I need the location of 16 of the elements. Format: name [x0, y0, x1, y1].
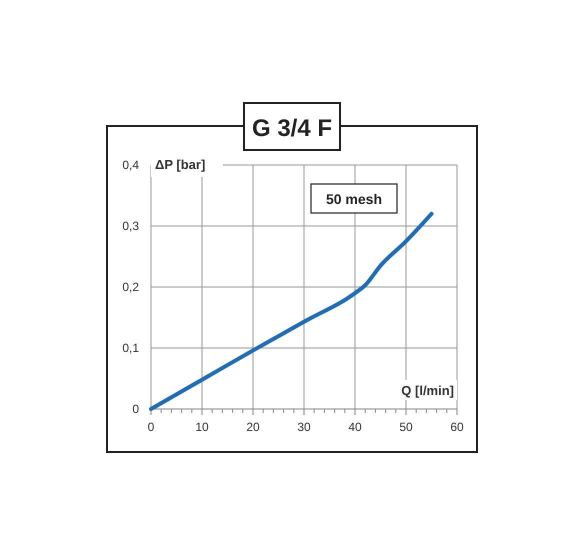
y-tick-label: 0,4 — [122, 158, 140, 172]
x-tick-label: 50 — [399, 420, 413, 434]
chart-title: G 3/4 F — [252, 115, 332, 142]
y-tick-label: 0,1 — [122, 341, 140, 355]
x-tick-label: 30 — [297, 420, 311, 434]
x-tick-label: 0 — [148, 420, 155, 434]
x-tick-label: 40 — [348, 420, 362, 434]
x-axis-title: Q [l/min] — [401, 383, 454, 398]
x-tick-label: 60 — [450, 420, 464, 434]
y-tick-label: 0,2 — [122, 280, 140, 294]
x-tick-label: 10 — [195, 420, 209, 434]
x-tick-label: 20 — [246, 420, 260, 434]
annotation: 50 mesh — [326, 191, 382, 207]
y-tick-label: 0,3 — [122, 219, 140, 233]
y-tick-label: 0 — [132, 402, 140, 416]
y-axis-title: ΔP [bar] — [155, 157, 206, 172]
